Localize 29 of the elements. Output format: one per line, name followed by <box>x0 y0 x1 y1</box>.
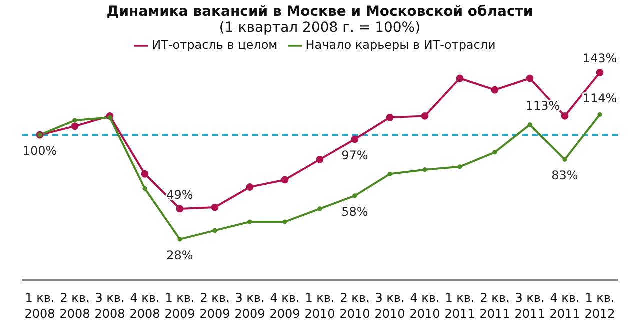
x-tick-label: 2 кв. 2010 <box>340 291 370 321</box>
data-label: 83% <box>552 168 578 183</box>
x-tick-label: 2 кв. 2011 <box>480 291 510 321</box>
x-tick-label: 3 кв. 2008 <box>94 291 126 321</box>
x-tick-label: 3 кв. 2010 <box>374 291 406 321</box>
data-label: 143% <box>582 52 618 66</box>
x-tick-label: 3 кв. 2011 <box>514 291 546 321</box>
x-tick-label: 1 кв. 2008 <box>24 291 56 321</box>
x-tick-label: 1 кв. 2011 <box>444 291 476 321</box>
x-tick-label: 4 кв. 2010 <box>410 291 440 321</box>
x-tick-label: 4 кв. 2009 <box>270 291 300 321</box>
legend-label: ИТ-отрасль в целом <box>152 38 278 52</box>
chart-subtitle: (1 квартал 2008 г. = 100%) <box>218 20 422 36</box>
chart-title: Динамика вакансий в Москве и Московской области <box>106 4 534 20</box>
data-label: 114% <box>582 92 618 106</box>
legend-label: Начало карьеры в ИТ-отрасли <box>306 38 496 52</box>
x-tick-label: 1 кв. 2009 <box>164 291 196 321</box>
x-tick-label: 4 кв. 2011 <box>550 291 580 321</box>
data-label: 49% <box>166 188 194 202</box>
x-tick-label: 1 кв. 2010 <box>304 291 336 321</box>
data-label: 28% <box>166 248 194 262</box>
x-tick-label: 4 кв. 2008 <box>130 291 160 321</box>
x-tick-label: 1 кв. 2012 <box>584 291 616 321</box>
data-label: 97% <box>342 148 368 162</box>
x-tick-label: 2 кв. 2008 <box>60 291 90 321</box>
data-label: 58% <box>342 204 368 219</box>
x-tick-label: 3 кв. 2009 <box>234 291 266 321</box>
data-label: 100% <box>22 144 58 158</box>
x-tick-label: 2 кв. 2009 <box>200 291 230 321</box>
